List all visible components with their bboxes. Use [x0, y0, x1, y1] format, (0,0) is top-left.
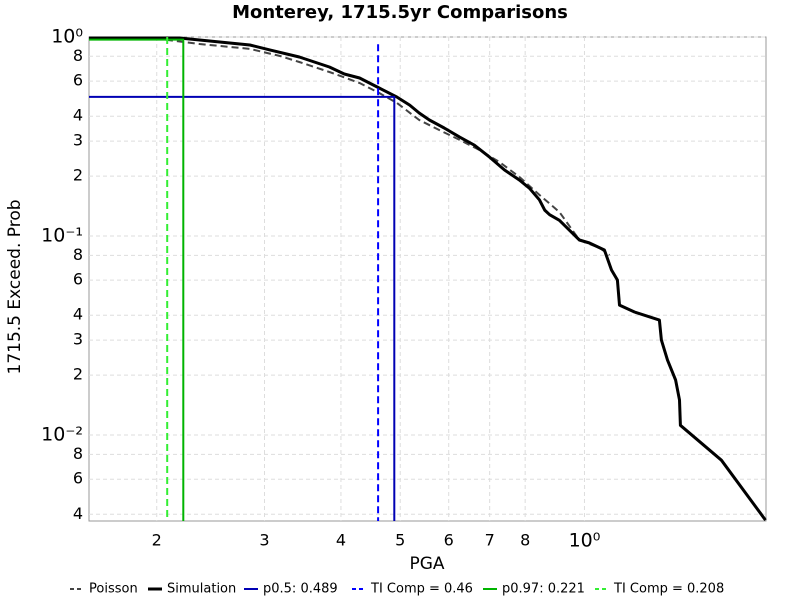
y-tick-label: 8: [73, 245, 83, 264]
legend-label: TI Comp = 0.208: [613, 582, 724, 597]
y-tick-label: 3: [73, 131, 83, 150]
legend-label: Simulation: [167, 582, 236, 597]
chart-title: Monterey, 1715.5yr Comparisons: [232, 2, 568, 23]
x-axis-label: PGA: [409, 554, 444, 574]
y-tick-label: 4: [73, 305, 83, 324]
y-tick-label: 6: [73, 469, 83, 488]
y-axis-label: 1715.5 Exceed. Prob: [5, 199, 25, 374]
y-tick-label: 6: [73, 270, 83, 289]
series-line: [88, 37, 611, 256]
y-tick-label: 3: [73, 330, 83, 349]
y-tick-label: 2: [73, 166, 83, 185]
y-tick-label: 8: [73, 444, 83, 463]
legend-label: p0.97: 0.221: [502, 582, 585, 597]
legend-label: Poisson: [89, 582, 138, 597]
legend-label: p0.5: 0.489: [263, 582, 338, 597]
x-tick-label: 3: [259, 531, 269, 550]
x-tick-label: 2: [152, 531, 162, 550]
x-tick-label: 10⁰: [569, 530, 601, 552]
series-line: [89, 36, 767, 521]
y-tick-label: 10⁻²: [41, 424, 83, 446]
y-tick-label: 2: [73, 365, 83, 384]
series-line: [89, 95, 396, 521]
y-tick-label: 4: [73, 106, 83, 125]
plot-area: [88, 36, 767, 522]
x-tick-label: 8: [520, 531, 530, 550]
x-tick-label: 6: [444, 531, 454, 550]
x-tick-label: 7: [485, 531, 495, 550]
y-tick-label: 10⁰: [51, 26, 83, 48]
y-tick-label: 8: [73, 46, 83, 65]
x-tick-label: 4: [336, 531, 346, 550]
y-tick-label: 6: [73, 71, 83, 90]
legend-label: TI Comp = 0.46: [370, 582, 473, 597]
series-line: [89, 38, 185, 521]
y-tick-label: 10⁻¹: [41, 225, 83, 247]
y-tick-label: 4: [73, 504, 83, 523]
x-tick-label: 5: [395, 531, 405, 550]
